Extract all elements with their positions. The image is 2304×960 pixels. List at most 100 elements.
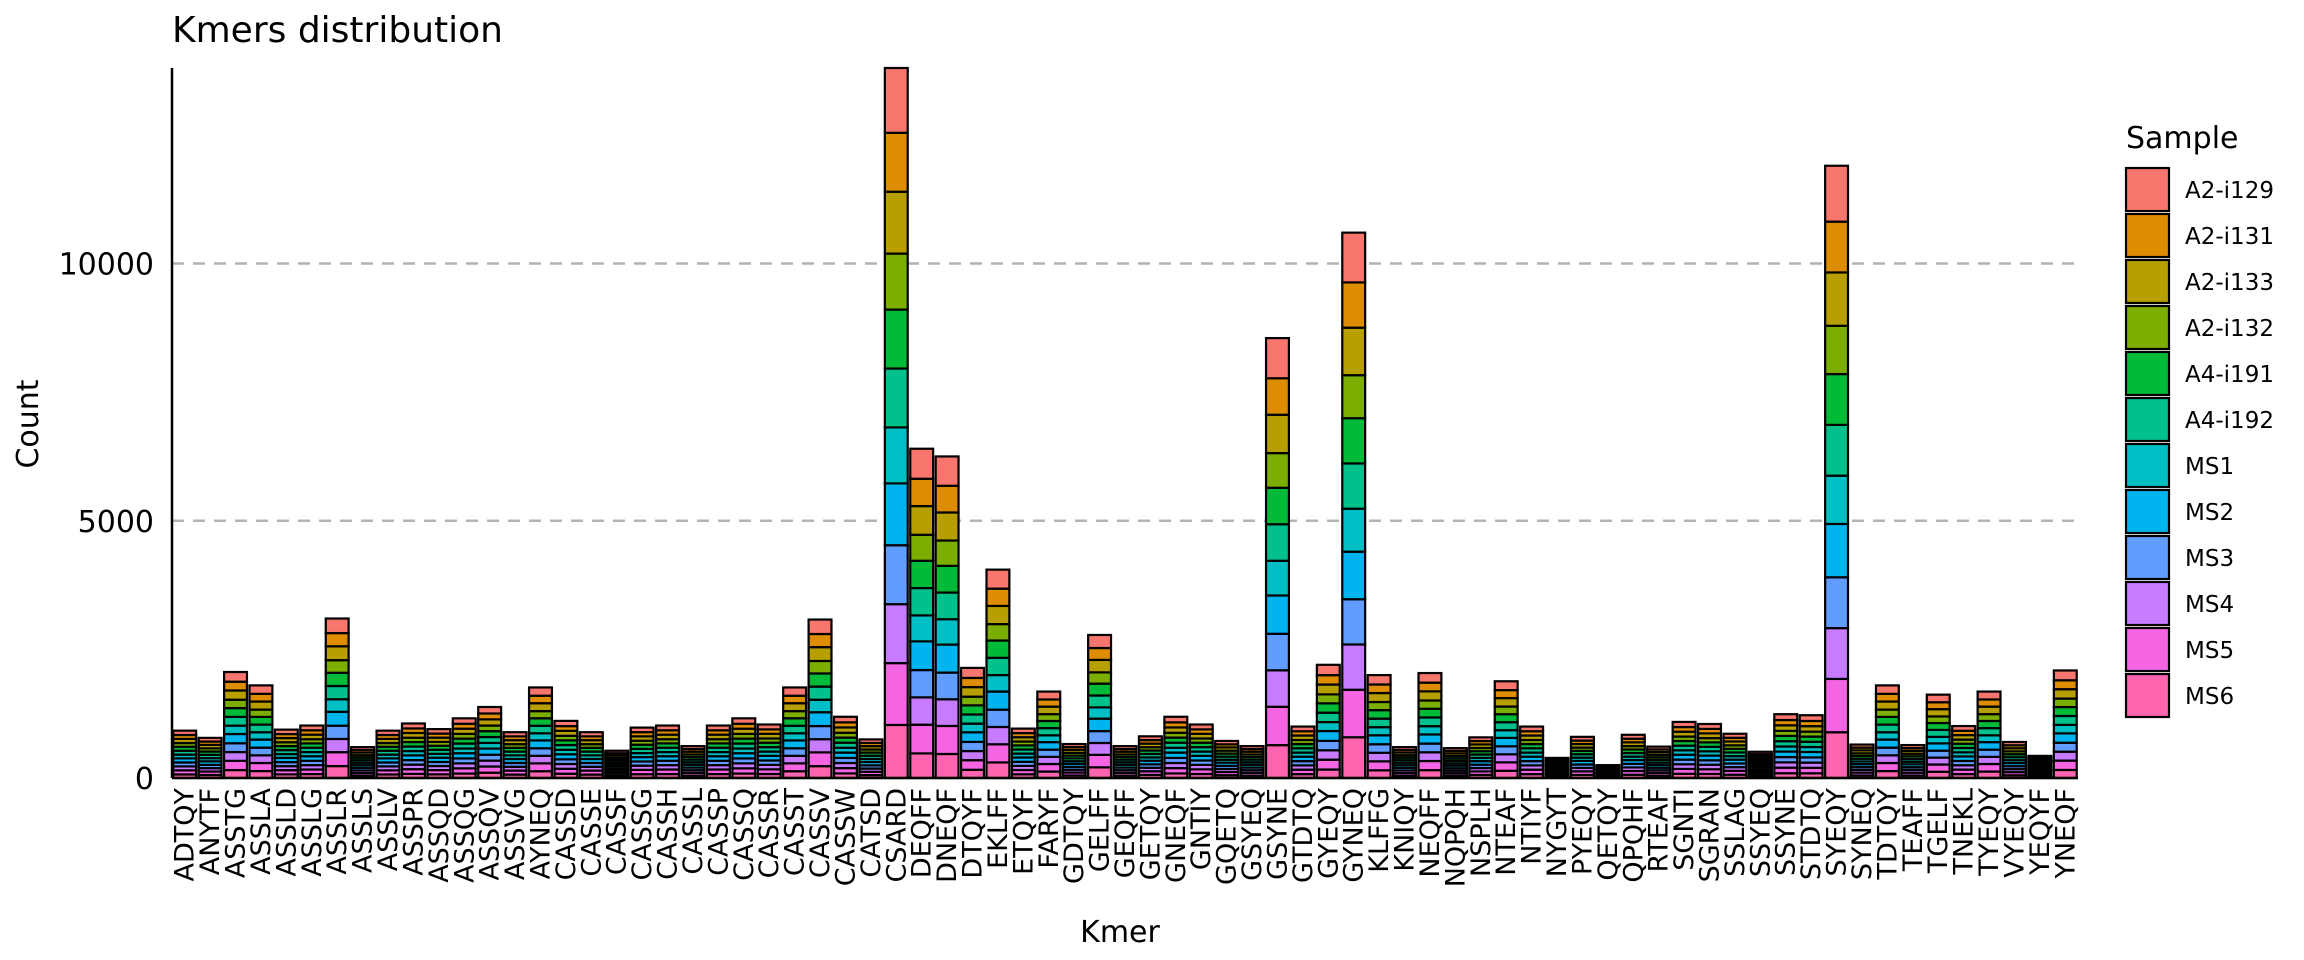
x-tick-label: NSPLH (1466, 788, 1497, 877)
bar-segment-MS4 (324, 737, 350, 754)
bar-segment-A4-i192 (1315, 711, 1341, 724)
x-tick-label: GYEQY (1313, 787, 1344, 878)
legend: Sample A2-i129 A2-i131 A2-i133 A2-i132 A4-i1… (2124, 121, 2274, 719)
bar-ASSLS (350, 746, 376, 780)
bar-segment-A4-i191 (1341, 417, 1367, 465)
bar-segment-A4-i192 (985, 656, 1011, 677)
bar-segment-MS5 (1976, 762, 2002, 773)
bar-segment-MS1 (883, 426, 909, 485)
bar-segment-MS5 (1087, 753, 1113, 769)
bar-segment-A2-i131 (1874, 692, 1900, 703)
bar-GSYEQ (1239, 745, 1265, 780)
x-tick-label: GELFF (1085, 788, 1116, 872)
legend-label: MS4 (2185, 592, 2234, 618)
bar-segment-MS3 (909, 668, 935, 699)
bar-segment-MS4 (934, 698, 960, 728)
bar-segment-MS5 (959, 759, 986, 771)
bar-segment-MS6 (324, 764, 350, 780)
bar-segment-A2-i132 (883, 252, 909, 311)
bar-segment-MS3 (1264, 632, 1291, 672)
bar-NTEAF (1493, 680, 1519, 780)
legend-item-MS5: MS5 (2124, 626, 2234, 673)
bar-segment-MS2 (1341, 550, 1367, 601)
bar-CASSG (629, 726, 655, 780)
legend-label: A2-i133 (2185, 270, 2274, 296)
bar-segment-A2-i133 (985, 604, 1011, 626)
bar-GNEQF (1163, 715, 1189, 780)
chart-title: Kmers distribution (172, 10, 503, 51)
bar-segment-MS5 (1417, 759, 1443, 772)
bar-segment-A2-i129 (477, 705, 503, 715)
bar-segment-MS4 (807, 738, 833, 754)
bar-segment-A2-i133 (909, 505, 935, 536)
bar-segment-MS5 (1264, 705, 1291, 747)
x-tick-label: KLFFG (1364, 788, 1395, 873)
x-axis-title: Kmer (1080, 915, 1160, 950)
bar-segment-A2-i129 (2027, 754, 2053, 759)
bar-segment-MS1 (1315, 721, 1341, 733)
x-tick-label: GYNEQ (1339, 788, 1370, 883)
x-tick-label: CASSV (805, 787, 836, 878)
bar-segment-A2-i129 (527, 686, 554, 697)
legend-swatch (2124, 580, 2171, 627)
bar-segment-A2-i133 (527, 702, 554, 713)
bar-segment-A2-i133 (324, 645, 350, 662)
x-tick-label: CASSD (551, 788, 582, 880)
x-tick-label: ASSLR (322, 788, 353, 875)
bar-segment-A2-i129 (1696, 722, 1723, 731)
legend-item-A2-i133: A2-i133 (2124, 258, 2274, 305)
y-tick-label: 10000 (59, 248, 154, 283)
bar-GQETQ (1214, 739, 1240, 780)
bar-segment-MS6 (934, 752, 960, 780)
bar-YNEQF (2052, 669, 2078, 780)
bar-segment-MS5 (2052, 759, 2078, 772)
bar-segment-A2-i131 (1366, 683, 1392, 695)
bar-segment-A2-i129 (858, 738, 884, 745)
legend-swatch (2124, 488, 2171, 535)
bar-segment-MS6 (1087, 766, 1113, 780)
bar-segment-MS6 (1824, 731, 1850, 780)
legend-item-MS1: MS1 (2124, 442, 2234, 489)
bar-segment-A2-i133 (2052, 688, 2078, 700)
bar-segment-A4-i191 (1315, 702, 1341, 714)
bar-segment-A2-i129 (1874, 684, 1900, 695)
bar-segment-MS2 (222, 732, 249, 745)
bar-segment-MS2 (1493, 736, 1519, 748)
x-tick-label: YEQYF (2025, 788, 2056, 876)
bar-segment-A2-i129 (959, 666, 986, 680)
bar-segment-A2-i133 (959, 685, 986, 698)
bar-segment-A2-i129 (553, 719, 579, 728)
bar-SGRAN (1696, 722, 1723, 780)
x-tick-label: CASSH (653, 788, 684, 880)
bar-segment-A2-i132 (1417, 699, 1443, 710)
bar-segment-A2-i133 (1976, 705, 2002, 716)
x-tick-label: TEAFF (1898, 788, 1929, 872)
legend-swatch (2124, 166, 2171, 213)
bar-segment-A2-i129 (1112, 745, 1138, 751)
bar-segment-A2-i129 (1722, 732, 1748, 739)
bar-segment-A2-i133 (1824, 271, 1850, 327)
bar-segment-MS2 (248, 738, 274, 749)
bar-segment-MS3 (1417, 742, 1443, 754)
bar-segment-MS2 (883, 482, 909, 547)
x-tick-label: DEQFF (907, 788, 938, 878)
x-tick-label: NTIYF (1517, 788, 1548, 865)
bar-ASSTG (222, 670, 249, 780)
bar-segment-A2-i133 (222, 689, 249, 701)
bar-segment-A2-i133 (1036, 705, 1062, 716)
bar-segment-MS5 (1366, 760, 1392, 772)
bar-segment-MS1 (222, 724, 249, 736)
bar-segment-A2-i131 (527, 694, 554, 705)
bar-PYEQY (1569, 735, 1595, 780)
bar-segment-A2-i129 (451, 717, 477, 725)
legend-item-A4-i192: A4-i192 (2124, 396, 2274, 443)
legend-label: MS5 (2185, 638, 2234, 664)
bar-segment-A2-i133 (1874, 700, 1900, 711)
bar-QPQHF (1620, 733, 1646, 780)
bar-segment-MS5 (1824, 677, 1850, 734)
bar-segment-MS1 (807, 698, 833, 714)
y-tick-label: 0 (135, 762, 154, 797)
bar-segment-MS1 (1264, 559, 1291, 597)
bar-segment-A2-i132 (1366, 700, 1392, 712)
bar-segment-A2-i131 (807, 632, 833, 649)
